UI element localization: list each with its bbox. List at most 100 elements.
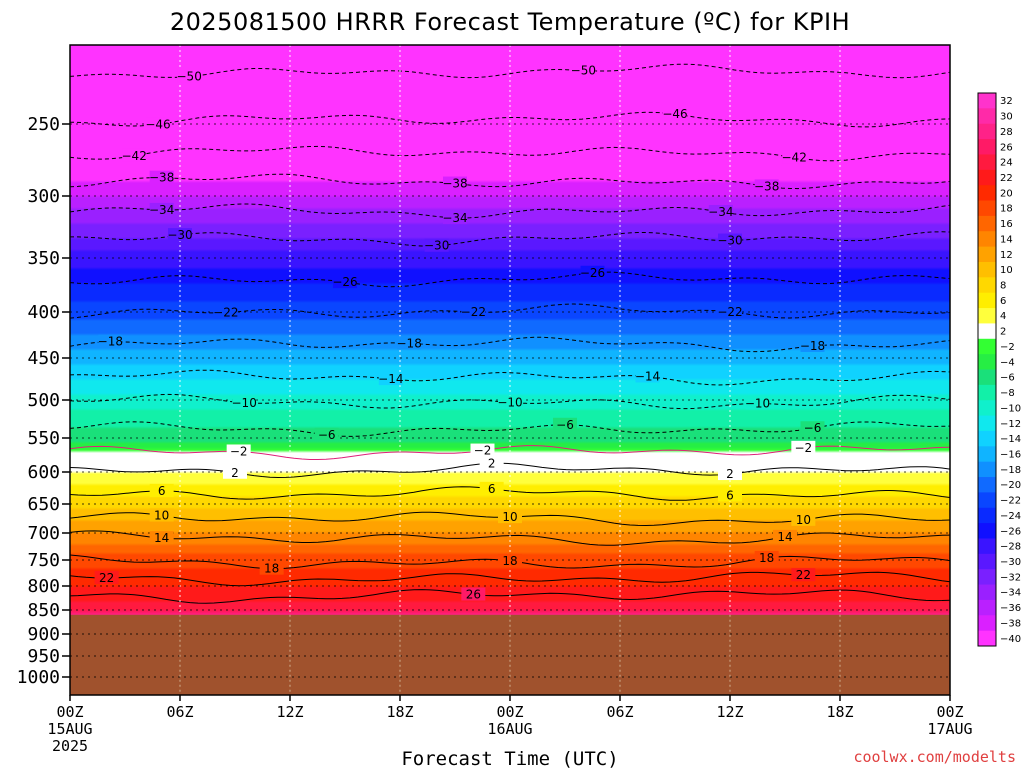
contour-label-bg — [498, 395, 522, 409]
contour-label: −34 — [442, 211, 467, 225]
contour-label-bg — [232, 395, 257, 409]
contour-label-bg — [149, 508, 174, 522]
contour-label: 6 — [158, 484, 166, 498]
colorbar-tick-label: −24 — [1000, 511, 1021, 522]
colorbar-swatch — [978, 139, 996, 155]
contour-label-bg — [791, 568, 816, 582]
colorbar-swatch — [978, 553, 996, 570]
contour-label-bg — [443, 210, 467, 224]
colorbar-swatch — [978, 569, 996, 586]
y-tick-label: 850 — [27, 600, 60, 621]
y-tick-label: 950 — [27, 646, 60, 667]
colorbar-swatch — [978, 507, 996, 524]
contour-label: −38 — [442, 177, 467, 191]
contour-label-bg — [479, 456, 504, 470]
colorbar-swatch — [978, 538, 996, 555]
colorbar-tick-label: 8 — [1000, 281, 1006, 292]
contour-label-bg — [782, 150, 807, 164]
contour-label: −22 — [461, 305, 486, 319]
colorbar-swatch — [978, 108, 996, 125]
contour-label: −34 — [708, 205, 733, 219]
colorbar-tick-label: −34 — [1000, 588, 1021, 599]
colorbar-tick-label: −2 — [1000, 342, 1015, 353]
contour-label-bg — [333, 275, 357, 289]
colorbar-frame — [977, 92, 997, 647]
contour-label-bg — [718, 467, 742, 481]
contour-label: −26 — [332, 275, 357, 289]
colorbar-swatch — [978, 169, 996, 186]
colorbar-swatch — [978, 415, 996, 432]
x-tick-label: 00Z — [56, 703, 83, 721]
contour-label: 10 — [502, 510, 517, 524]
x-axis-label: Forecast Time (UTC) — [401, 748, 618, 768]
x-tick-label: 06Z — [606, 703, 633, 721]
x-tick-label: 18Z — [386, 703, 413, 721]
colorbar-swatch — [978, 384, 996, 401]
contour-label-bg — [122, 148, 147, 162]
y-tick-label: 650 — [27, 494, 60, 515]
colorbar-swatch — [978, 584, 996, 601]
contour-label: 18 — [502, 554, 517, 568]
contour-label: −6 — [556, 418, 574, 432]
contour-label: −38 — [754, 179, 779, 193]
contour-label: 10 — [154, 509, 169, 523]
contour-label: −22 — [213, 305, 238, 319]
contour-line — [70, 231, 950, 247]
colorbar-tick-label: 2 — [1000, 327, 1006, 338]
contour-label: 26 — [466, 588, 481, 602]
contour-label-bg — [800, 338, 825, 352]
x-tick-label: 18Z — [826, 703, 853, 721]
contour-label-bg — [424, 238, 449, 252]
colorbar-swatch — [978, 599, 996, 616]
colorbar-swatch — [978, 630, 996, 647]
colorbar-swatch — [978, 277, 996, 294]
contour-label: −50 — [177, 70, 202, 84]
contour-label: 2 — [726, 467, 734, 481]
colorbar-tick-label: −38 — [1000, 619, 1021, 630]
contour-label: 2 — [488, 456, 496, 470]
contour-line — [70, 462, 950, 479]
contour-label-bg — [663, 107, 687, 121]
contour-label-bg — [553, 417, 577, 431]
colorbar-tick-label: −36 — [1000, 603, 1021, 614]
y-tick-label: 900 — [27, 624, 60, 645]
contour-label: −46 — [145, 117, 170, 131]
colorbar-swatch — [978, 292, 996, 309]
colorbar-tick-label: −30 — [1000, 557, 1021, 568]
contour-label-bg — [773, 529, 797, 543]
contour-labels: −50 −50−46−46−42 −42−38 −38 −38−34−34 −34−30−… — [94, 63, 825, 602]
contour-label: −18 — [800, 339, 825, 353]
y-tick-label: 750 — [27, 550, 60, 571]
contour-label-bg — [149, 170, 174, 184]
colorbar-tick-label: −22 — [1000, 496, 1021, 507]
contour-label: 14 — [777, 530, 792, 544]
y-tick-label: 450 — [27, 348, 60, 369]
colorbar-swatch — [978, 492, 996, 509]
pressure-axis: 250 300 350 400 450 500 550 600 650 700 750 800 850 9… — [17, 114, 70, 688]
colorbar: 32 30 28 26 24 22 20 18 16 14 12 10 8 6 4 2 −2 −4 −6 −8 −10 −… — [977, 92, 1021, 647]
colorbar-tick-label: −20 — [1000, 480, 1021, 491]
contour-label-bg — [443, 176, 467, 190]
colorbar-swatch — [978, 246, 996, 263]
contour-label-bg — [498, 553, 522, 567]
contour-label-bg — [708, 204, 733, 218]
colorbar-swatch — [978, 400, 996, 417]
colorbar-tick-label: −12 — [1000, 419, 1021, 430]
contour-label-bg — [718, 304, 742, 318]
colorbar-swatch — [978, 369, 996, 386]
colorbar-tick-label: −32 — [1000, 572, 1021, 583]
x-tick-label: 16AUG — [487, 720, 532, 738]
contour-label: −2 — [230, 444, 248, 458]
y-tick-label: 600 — [27, 462, 60, 483]
y-tick-label: 550 — [27, 428, 60, 449]
contour-label: −30 — [424, 239, 449, 253]
colorbar-tick-label: 18 — [1000, 204, 1013, 215]
colorbar-swatch — [978, 200, 996, 217]
contour-label: −50 — [571, 63, 596, 77]
contour-label-bg — [479, 481, 504, 495]
contour-label-bg — [791, 440, 816, 454]
colorbar-swatch — [978, 215, 996, 232]
colorbar-swatch — [978, 461, 996, 478]
contour-label: 18 — [759, 551, 774, 565]
y-tick-label: 1000 — [17, 667, 60, 688]
